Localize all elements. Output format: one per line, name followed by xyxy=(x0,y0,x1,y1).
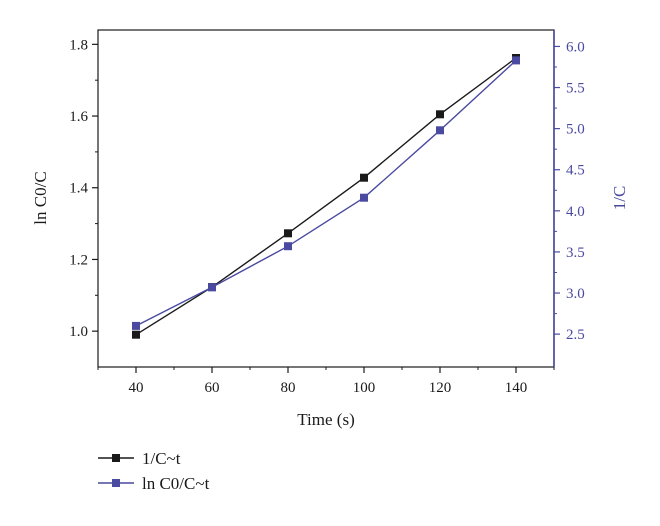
series-1-point xyxy=(436,110,444,119)
left-y-tick-label: 1.4 xyxy=(69,181,88,197)
left-y-axis-title: ln C0/C xyxy=(31,171,50,224)
x-tick-label: 140 xyxy=(505,380,528,396)
x-tick-label: 100 xyxy=(353,380,376,396)
x-axis-ticks: 40 60 80 100 120 140 xyxy=(97,367,555,396)
right-y-tick-label: 2.5 xyxy=(566,327,585,343)
right-y-tick-label: 5.0 xyxy=(566,122,585,138)
series-line-2 xyxy=(135,59,517,327)
series-2-point xyxy=(360,193,368,202)
x-tick-label: 40 xyxy=(129,380,144,396)
right-y-tick-label: 6.0 xyxy=(566,39,585,55)
left-y-tick-label: 1.6 xyxy=(69,109,88,125)
right-y-tick-label: 4.0 xyxy=(566,204,585,220)
left-y-tick-label: 1.0 xyxy=(69,324,88,340)
right-y-tick-label: 5.5 xyxy=(566,81,585,97)
series-layer xyxy=(132,54,520,339)
series-2-point xyxy=(208,283,216,292)
series-1-point xyxy=(360,173,368,182)
left-y-tick-label: 1.8 xyxy=(69,37,88,53)
right-y-axis-title: 1/C xyxy=(610,186,629,211)
right-y-tick-label: 4.5 xyxy=(566,163,585,179)
left-y-tick-label: 1.2 xyxy=(69,252,88,268)
legend-label-1: 1/C~t xyxy=(142,449,181,468)
series-2-point xyxy=(436,126,444,135)
series-1-point xyxy=(284,229,292,238)
legend-label-2: ln C0/C~t xyxy=(142,474,210,493)
series-2-point xyxy=(284,242,292,251)
right-y-tick-label: 3.0 xyxy=(566,286,585,302)
x-tick-label: 120 xyxy=(429,380,452,396)
legend-marker-2 xyxy=(112,479,120,487)
series-2-point xyxy=(132,321,140,330)
left-y-axis-ticks: 1.0 1.2 1.4 1.6 1.8 xyxy=(69,37,98,340)
legend: 1/C~t ln C0/C~t xyxy=(98,449,210,493)
x-tick-label: 80 xyxy=(281,380,296,396)
right-y-axis-ticks: 2.5 3.0 3.5 4.0 4.5 5.0 5.5 6.0 xyxy=(554,39,585,343)
right-y-tick-label: 3.5 xyxy=(566,245,585,261)
series-line-1 xyxy=(135,57,517,336)
x-axis-title: Time (s) xyxy=(297,410,354,429)
series-2-point xyxy=(512,56,520,65)
legend-marker-1 xyxy=(112,454,120,462)
x-tick-label: 60 xyxy=(205,380,220,396)
series-1-point xyxy=(132,330,140,339)
